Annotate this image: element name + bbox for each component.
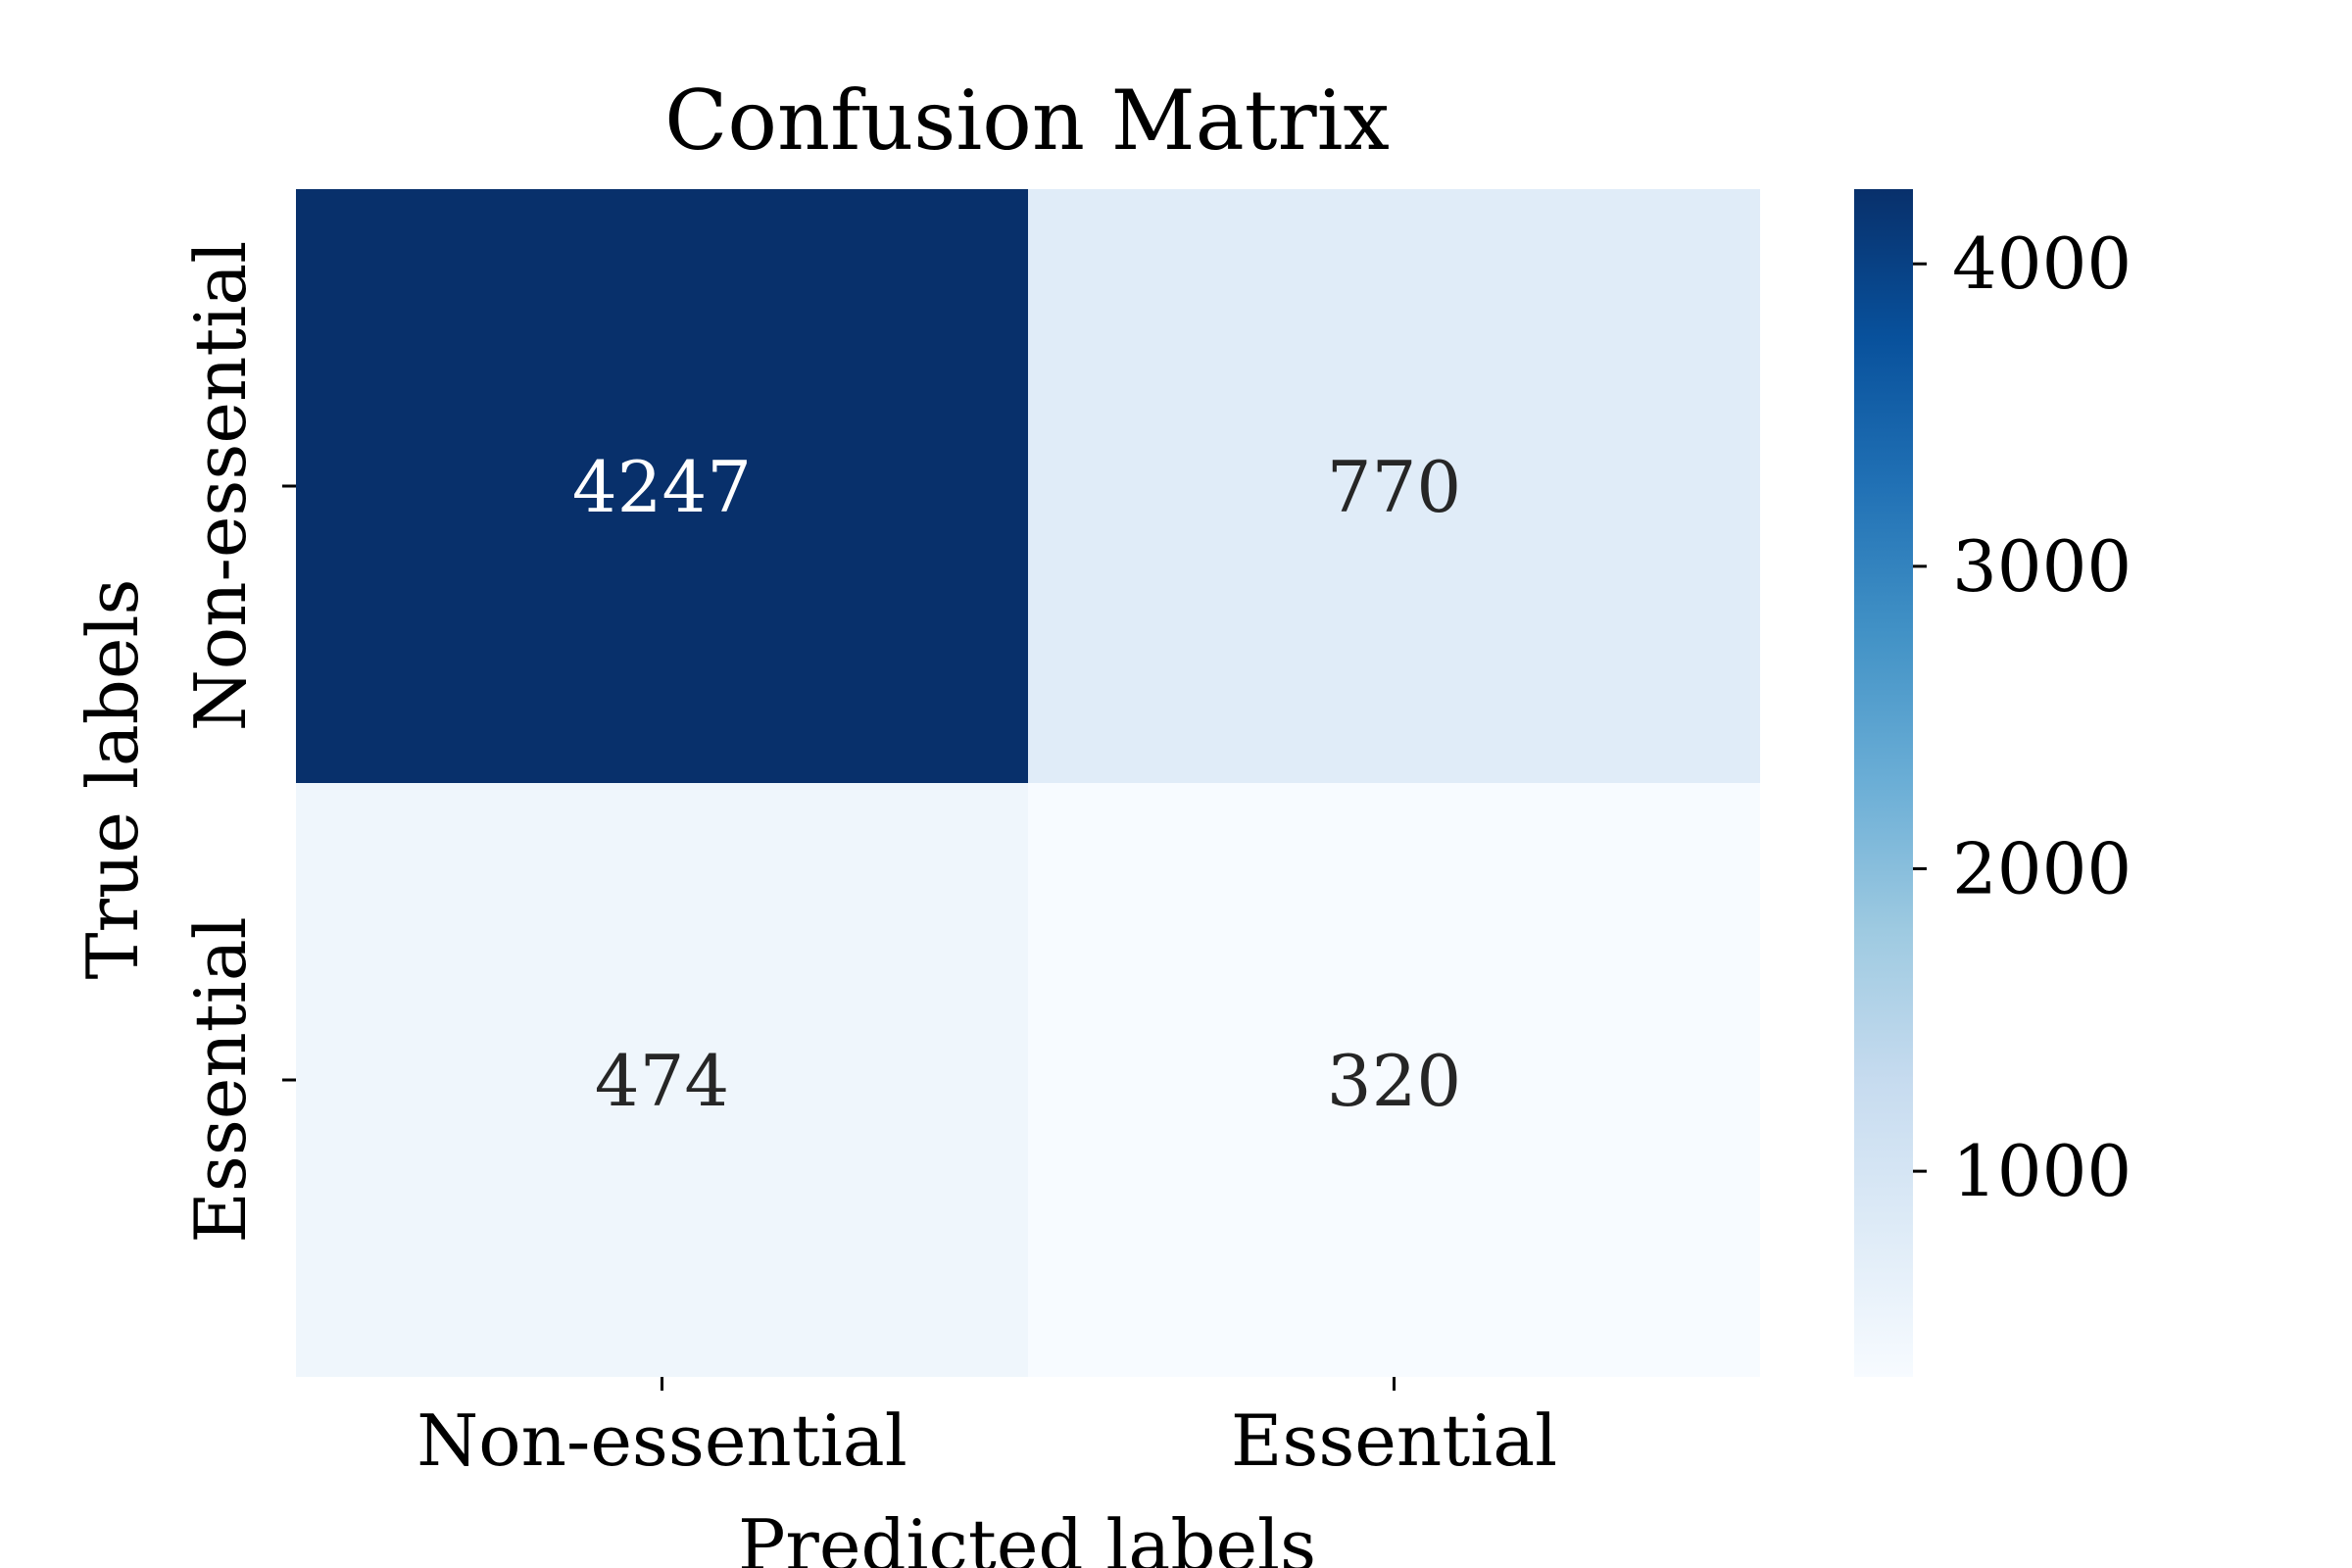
heatmap-cell <box>1028 189 1760 783</box>
colorbar <box>1854 189 1913 1377</box>
cell-value-label: 770 <box>1327 446 1461 528</box>
colorbar-tick-label: 3000 <box>1952 525 2132 608</box>
colorbar-tick-label: 4000 <box>1952 222 2132 305</box>
y-tick-label: Non-essential <box>179 241 262 731</box>
x-axis-label: Predicted labels <box>738 1504 1316 1568</box>
cell-value-label: 4247 <box>572 446 752 528</box>
heatmap-cell <box>296 189 1028 783</box>
x-tick-label: Non-essential <box>416 1399 906 1482</box>
chart-title: Confusion Matrix <box>664 73 1390 169</box>
x-tick-label: Essential <box>1231 1399 1557 1482</box>
colorbar-ticks: 1000 2000 3000 4000 <box>1913 222 2132 1212</box>
cell-value-label: 474 <box>595 1040 729 1122</box>
heatmap-cell <box>296 783 1028 1377</box>
colorbar-tick-label: 2000 <box>1952 827 2132 909</box>
heatmap-cells <box>296 189 1760 1377</box>
x-axis-ticks: Non-essential Essential <box>416 1377 1557 1482</box>
y-axis-label: True labels <box>72 579 154 980</box>
colorbar-tick-label: 1000 <box>1952 1130 2132 1212</box>
y-tick-label: Essential <box>179 916 262 1243</box>
heatmap-cell <box>1028 783 1760 1377</box>
y-axis-ticks: Non-essential Essential <box>179 241 296 1244</box>
cell-value-label: 320 <box>1327 1040 1461 1122</box>
cell-value-labels: 4247 770 474 320 <box>572 446 1461 1122</box>
